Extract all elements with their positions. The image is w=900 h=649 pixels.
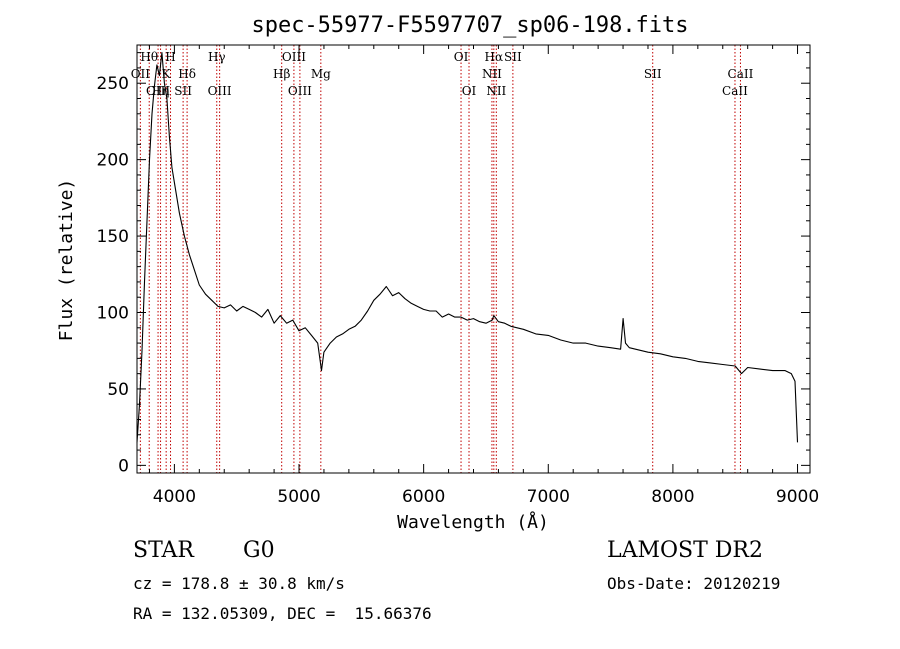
line-label-21: CaII — [728, 67, 754, 81]
y-tick-label-3: 150 — [97, 227, 129, 247]
y-tick-label-2: 100 — [97, 304, 129, 324]
line-label-16: Hα — [485, 50, 504, 64]
line-label-5: K — [162, 67, 172, 81]
line-label-10: OIII — [282, 50, 306, 64]
line-label-12: OIII — [288, 84, 312, 98]
y-axis-ticks: 0 50 100 150 200 250 — [97, 52, 810, 476]
object-class: STAR — [133, 538, 194, 563]
line-label-2: OIII — [146, 84, 170, 98]
line-label-4: H — [165, 50, 175, 64]
y-tick-label-0: 0 — [118, 456, 129, 476]
x-axis-ticks: 4000 5000 6000 7000 8000 9000 — [148, 45, 819, 507]
x-tick-label-0: 4000 — [153, 487, 196, 507]
x-tick-label-1: 5000 — [277, 487, 320, 507]
x-tick-label-3: 7000 — [527, 487, 570, 507]
line-label-9: OIII — [208, 84, 232, 98]
line-label-14: OI — [454, 50, 469, 64]
redshift-line: cz = 178.8 ± 30.8 km/s — [133, 574, 345, 593]
survey-name: LAMOST DR2 — [607, 538, 763, 563]
line-label-7: SII — [174, 84, 192, 98]
x-tick-label-5: 9000 — [776, 487, 819, 507]
spectrum-series-0 — [136, 52, 799, 443]
line-label-13: Mg — [311, 67, 331, 81]
line-label-0: OII — [131, 67, 151, 81]
line-label-18: NII — [482, 67, 502, 81]
line-label-1: Hθ — [140, 50, 158, 64]
y-axis-label: Flux (relative) — [56, 179, 77, 342]
line-label-8: Hγ — [208, 50, 226, 64]
line-label-15: OI — [462, 84, 477, 98]
coordinates-line: RA = 132.05309, DEC = 15.66376 — [133, 604, 432, 623]
line-label-6: Hδ — [178, 67, 196, 81]
plot-frame — [136, 44, 811, 474]
y-tick-label-1: 50 — [107, 380, 129, 400]
x-tick-label-2: 6000 — [402, 487, 445, 507]
x-tick-label-4: 8000 — [651, 487, 694, 507]
spectral-line-markers — [139, 45, 741, 473]
plot-area — [136, 52, 799, 443]
y-tick-label-5: 250 — [97, 74, 129, 94]
line-label-17: SII — [504, 50, 522, 64]
obs-date: Obs-Date: 20120219 — [607, 574, 781, 593]
x-axis-label: Wavelength (Å) — [397, 511, 549, 533]
object-subclass: G0 — [243, 538, 275, 563]
y-tick-label-4: 200 — [97, 151, 129, 171]
line-label-22: CaII — [722, 84, 748, 98]
line-label-11: Hβ — [273, 67, 290, 81]
chart-title: spec-55977-F5597707_sp06-198.fits — [251, 13, 688, 38]
line-label-20: SII — [644, 67, 662, 81]
line-label-19: NII — [486, 84, 506, 98]
